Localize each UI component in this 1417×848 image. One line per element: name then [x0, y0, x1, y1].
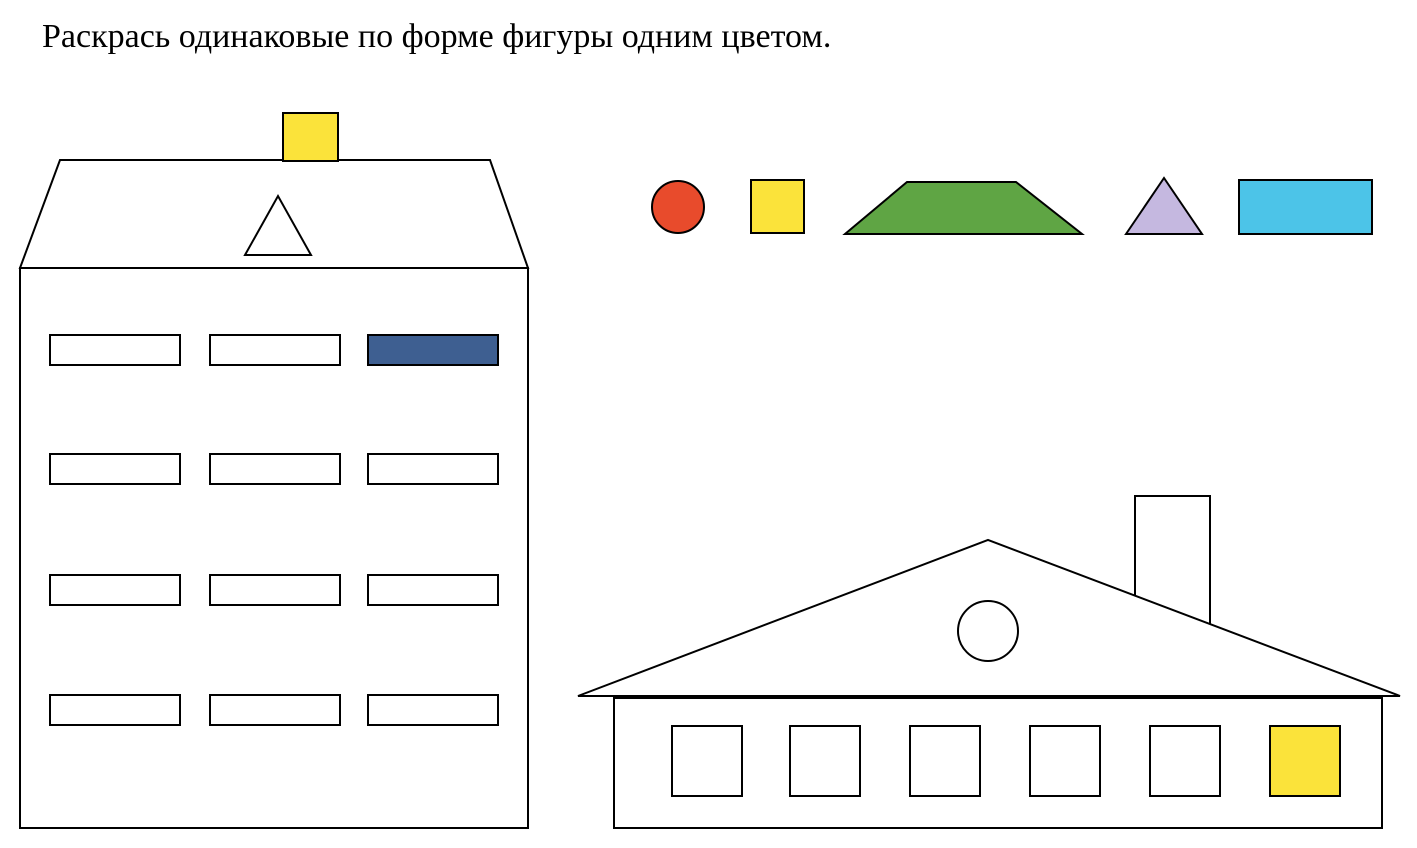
worksheet-drawing	[0, 0, 1417, 848]
legend-square	[751, 180, 804, 233]
tall-building-window	[210, 695, 340, 725]
legend-circle	[652, 181, 704, 233]
tall-building-window	[368, 575, 498, 605]
legend-triangle	[1126, 178, 1202, 234]
tall-building-window	[50, 454, 180, 484]
tall-building-window	[210, 335, 340, 365]
short-building-window	[1270, 726, 1340, 796]
tall-building-window	[368, 454, 498, 484]
tall-building-window	[50, 335, 180, 365]
short-building-window	[790, 726, 860, 796]
tall-building-window	[50, 695, 180, 725]
short-building-window	[1030, 726, 1100, 796]
tall-building-window	[368, 695, 498, 725]
short-building-window	[910, 726, 980, 796]
tall-building-chimney	[283, 113, 338, 161]
tall-building-window	[210, 454, 340, 484]
short-building-window	[672, 726, 742, 796]
legend-rectangle	[1239, 180, 1372, 234]
tall-building-window	[210, 575, 340, 605]
short-building-window	[1150, 726, 1220, 796]
tall-building-window	[50, 575, 180, 605]
short-building-circle-window	[958, 601, 1018, 661]
legend-trapezoid	[845, 182, 1082, 234]
tall-building-window	[368, 335, 498, 365]
